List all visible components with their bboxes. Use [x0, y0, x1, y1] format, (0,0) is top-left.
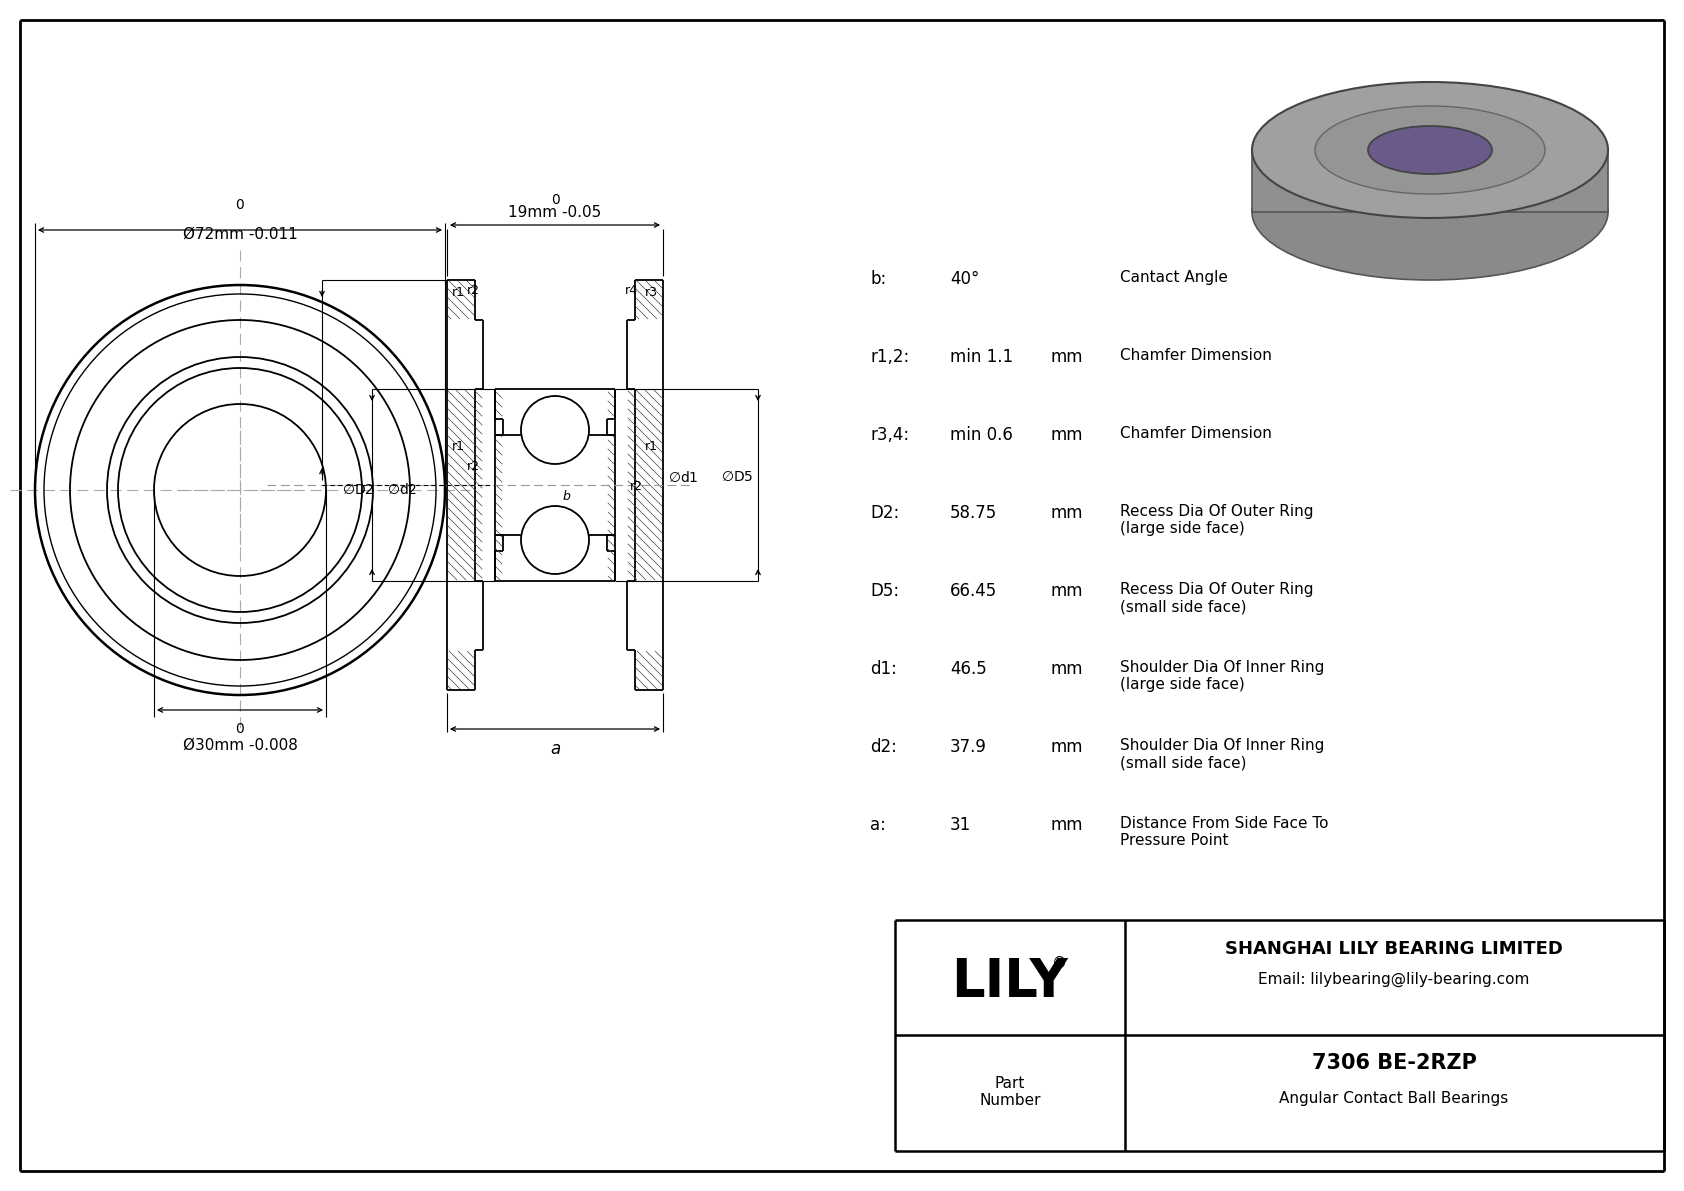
Text: b:: b: — [871, 270, 886, 288]
Text: 31: 31 — [950, 816, 972, 834]
Text: a:: a: — [871, 816, 886, 834]
Text: r2: r2 — [466, 283, 480, 297]
Text: r2: r2 — [466, 460, 480, 473]
Text: r1: r1 — [451, 439, 465, 453]
Text: mm: mm — [1051, 348, 1083, 366]
Text: Ø72mm -0.011: Ø72mm -0.011 — [182, 227, 298, 242]
Text: mm: mm — [1051, 816, 1083, 834]
Text: d2:: d2: — [871, 738, 898, 756]
Text: Recess Dia Of Outer Ring
(large side face): Recess Dia Of Outer Ring (large side fac… — [1120, 504, 1314, 536]
Text: a: a — [551, 740, 561, 757]
Text: mm: mm — [1051, 426, 1083, 444]
Text: Chamfer Dimension: Chamfer Dimension — [1120, 348, 1271, 363]
Text: r3,4:: r3,4: — [871, 426, 909, 444]
Text: Distance From Side Face To
Pressure Point: Distance From Side Face To Pressure Poin… — [1120, 816, 1329, 848]
Text: r1: r1 — [451, 286, 465, 299]
Ellipse shape — [520, 395, 589, 464]
Text: mm: mm — [1051, 582, 1083, 600]
Text: Ø30mm -0.008: Ø30mm -0.008 — [182, 738, 298, 753]
Text: $\varnothing$D5: $\varnothing$D5 — [721, 470, 753, 484]
Text: SHANGHAI LILY BEARING LIMITED: SHANGHAI LILY BEARING LIMITED — [1224, 940, 1563, 958]
Text: min 1.1: min 1.1 — [950, 348, 1014, 366]
Text: Angular Contact Ball Bearings: Angular Contact Ball Bearings — [1280, 1091, 1509, 1106]
Text: LILY: LILY — [951, 956, 1068, 1008]
Text: 40°: 40° — [950, 270, 980, 288]
Text: Recess Dia Of Outer Ring
(small side face): Recess Dia Of Outer Ring (small side fac… — [1120, 582, 1314, 615]
Ellipse shape — [1367, 126, 1492, 174]
Text: 0: 0 — [551, 193, 559, 207]
Text: $\varnothing$d2: $\varnothing$d2 — [387, 482, 418, 498]
Text: d1:: d1: — [871, 660, 898, 678]
Text: ®: ® — [1052, 955, 1068, 971]
Text: $\varnothing$d1: $\varnothing$d1 — [669, 469, 699, 485]
Text: r4: r4 — [625, 283, 638, 297]
Text: r2: r2 — [630, 480, 643, 493]
Text: mm: mm — [1051, 504, 1083, 522]
Text: r1,2:: r1,2: — [871, 348, 909, 366]
Ellipse shape — [520, 506, 589, 574]
Text: 0: 0 — [236, 198, 244, 212]
Text: mm: mm — [1051, 660, 1083, 678]
Text: r3: r3 — [645, 286, 658, 299]
Text: Shoulder Dia Of Inner Ring
(large side face): Shoulder Dia Of Inner Ring (large side f… — [1120, 660, 1324, 692]
Ellipse shape — [1251, 144, 1608, 280]
Ellipse shape — [1251, 82, 1608, 218]
Text: D5:: D5: — [871, 582, 899, 600]
Text: 0: 0 — [236, 722, 244, 736]
Text: mm: mm — [1051, 738, 1083, 756]
Text: 46.5: 46.5 — [950, 660, 987, 678]
Text: $\varnothing$D2: $\varnothing$D2 — [342, 484, 374, 497]
Text: min 0.6: min 0.6 — [950, 426, 1012, 444]
Text: Part
Number: Part Number — [980, 1075, 1041, 1108]
Text: Cantact Angle: Cantact Angle — [1120, 270, 1228, 285]
Text: 37.9: 37.9 — [950, 738, 987, 756]
Text: Shoulder Dia Of Inner Ring
(small side face): Shoulder Dia Of Inner Ring (small side f… — [1120, 738, 1324, 771]
Text: b: b — [562, 490, 571, 503]
Polygon shape — [1367, 150, 1492, 212]
Polygon shape — [1251, 150, 1608, 212]
Text: 7306 BE-2RZP: 7306 BE-2RZP — [1312, 1053, 1477, 1073]
Text: 66.45: 66.45 — [950, 582, 997, 600]
Text: Email: lilybearing@lily-bearing.com: Email: lilybearing@lily-bearing.com — [1258, 972, 1529, 987]
Text: Chamfer Dimension: Chamfer Dimension — [1120, 426, 1271, 441]
Ellipse shape — [1315, 106, 1544, 194]
Text: 58.75: 58.75 — [950, 504, 997, 522]
Text: D2:: D2: — [871, 504, 899, 522]
Text: 19mm -0.05: 19mm -0.05 — [509, 205, 601, 220]
Text: r1: r1 — [645, 439, 658, 453]
